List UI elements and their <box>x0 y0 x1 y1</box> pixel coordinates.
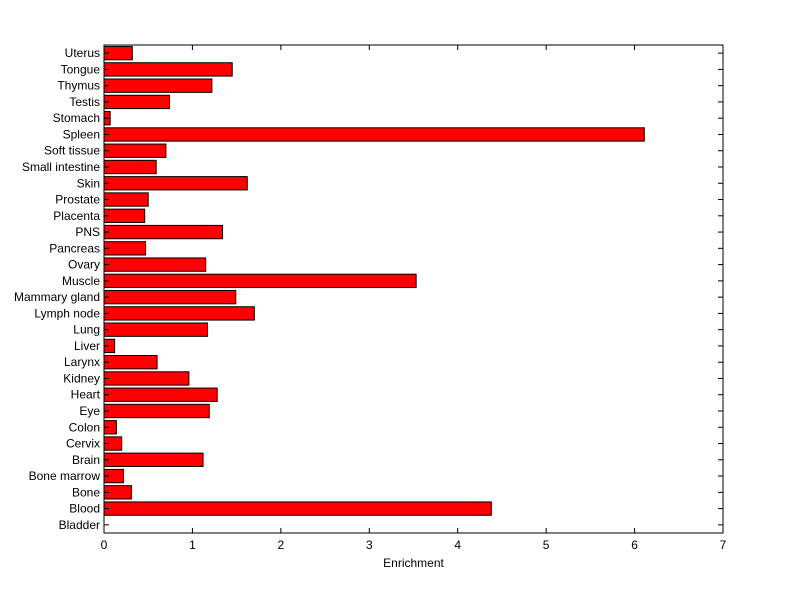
x-tick-label: 3 <box>366 538 373 552</box>
category-label: Skin <box>77 176 100 190</box>
bar-pancreas <box>103 241 147 256</box>
category-label: Soft tissue <box>44 144 100 158</box>
bar-skin <box>103 176 248 191</box>
category-label: Larynx <box>64 355 100 369</box>
bar-eye <box>103 403 210 419</box>
category-label: Muscle <box>62 274 100 288</box>
bar-heart <box>103 387 218 402</box>
category-label: Spleen <box>63 127 100 141</box>
ticks-group <box>103 45 724 533</box>
bar-muscle <box>103 273 417 289</box>
x-tick-label: 1 <box>189 538 196 552</box>
bars-group <box>103 45 645 516</box>
category-label: Bladder <box>59 518 100 532</box>
bar-lymph-node <box>103 306 255 321</box>
category-label: Brain <box>72 453 100 467</box>
x-tick-labels: 0 1 2 3 4 5 6 7 <box>101 538 727 552</box>
category-label: Eye <box>79 404 100 418</box>
category-label: Colon <box>69 420 100 434</box>
bar-pns <box>103 224 223 240</box>
x-tick-label: 4 <box>454 538 461 552</box>
category-label: Bone <box>72 485 100 499</box>
bar-spleen <box>103 127 645 142</box>
x-tick-label: 0 <box>101 538 108 552</box>
category-label: Mammary gland <box>14 290 100 304</box>
x-tick-label: 7 <box>720 538 727 552</box>
x-axis-label: Enrichment <box>383 556 444 570</box>
category-labels: Uterus Tongue Thymus Testis Stomach Spleen Sof… <box>14 46 101 532</box>
category-label: Cervix <box>66 437 100 451</box>
category-label: Kidney <box>63 371 100 385</box>
bar-prostate <box>103 192 149 207</box>
category-label: Prostate <box>55 193 100 207</box>
x-tick-label: 6 <box>631 538 638 552</box>
bar-mammary-gland <box>103 289 237 305</box>
category-label: Blood <box>69 502 100 516</box>
bar-testis <box>103 94 170 110</box>
category-label: PNS <box>75 225 100 239</box>
category-label: Ovary <box>68 258 100 272</box>
category-label: Liver <box>74 339 100 353</box>
bar-ovary <box>103 257 207 272</box>
category-label: Pancreas <box>49 241 100 255</box>
category-label: Heart <box>71 388 101 402</box>
bar-blood <box>103 501 492 516</box>
category-label: Lymph node <box>34 306 100 320</box>
bar-thymus <box>103 78 213 93</box>
category-label: Testis <box>69 95 100 109</box>
category-label: Thymus <box>57 79 100 93</box>
category-label: Uterus <box>65 46 100 60</box>
bar-small-intestine <box>103 159 157 175</box>
x-tick-label: 2 <box>278 538 285 552</box>
x-tick-label: 5 <box>543 538 550 552</box>
bar-larynx <box>103 355 158 370</box>
category-label: Lung <box>73 323 100 337</box>
bar-placenta <box>103 208 146 223</box>
category-label: Tongue <box>61 62 101 76</box>
bar-tongue <box>103 62 233 77</box>
category-label: Stomach <box>53 111 100 125</box>
bar-lung <box>103 322 208 337</box>
bar-soft-tissue <box>103 143 167 158</box>
category-label: Bone marrow <box>29 469 101 483</box>
category-label: Placenta <box>53 209 100 223</box>
plot-frame <box>103 44 724 534</box>
bar-kidney <box>103 371 190 386</box>
category-label: Small intestine <box>22 160 100 174</box>
bar-brain <box>103 452 204 467</box>
